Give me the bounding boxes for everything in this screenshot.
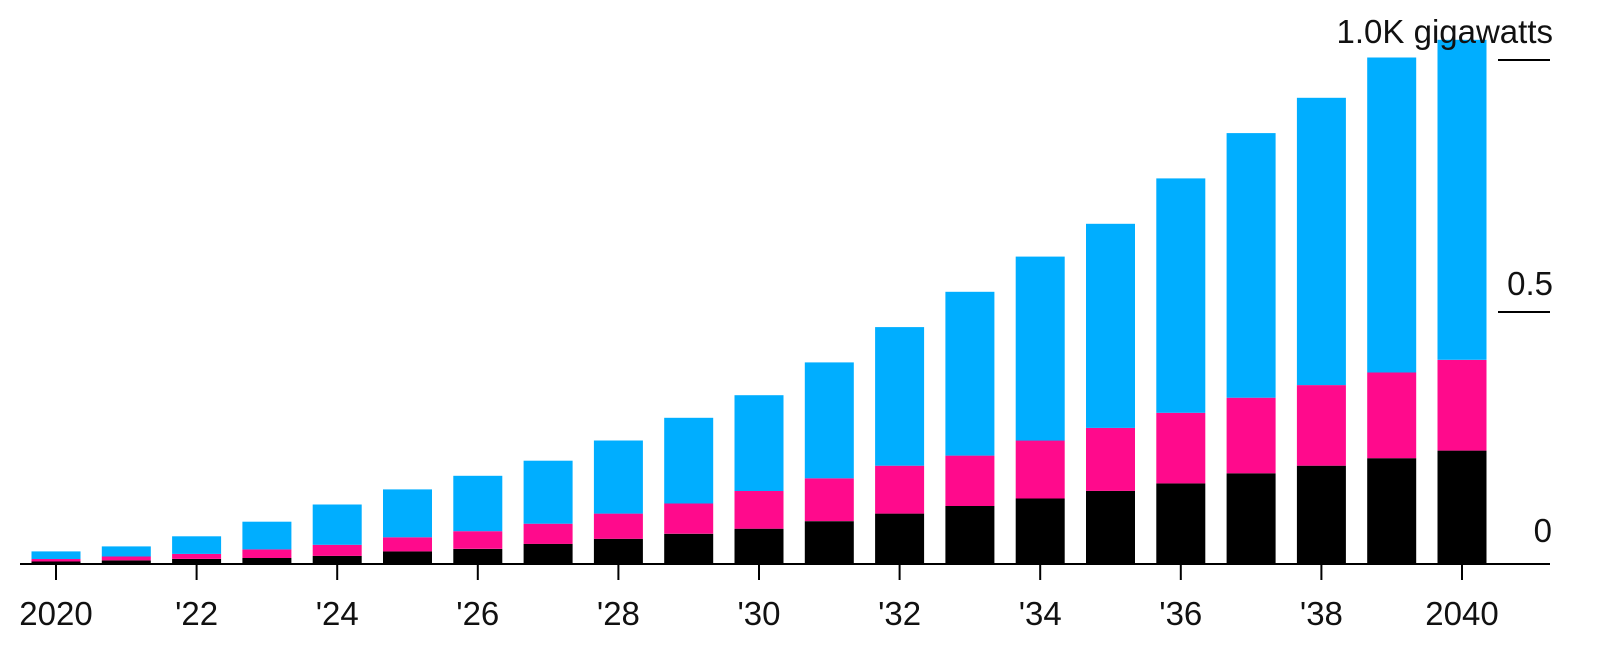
bar-2033-series-3	[945, 291, 995, 456]
bar-2027-series-2	[523, 523, 573, 544]
bar-2036-series-3	[1156, 178, 1206, 413]
bar-2025-series-3	[383, 489, 432, 538]
bar-2035-series-2	[1086, 427, 1135, 491]
x-tick-label-2020: 2020	[19, 595, 92, 632]
bar-2021-series-3	[101, 546, 151, 557]
bar-2027-series-3	[523, 460, 573, 524]
bar-2038-series-3	[1296, 97, 1346, 386]
x-tick-label-2028: '28	[597, 595, 640, 632]
bar-2033-series-1	[945, 506, 995, 564]
bar-2039-series-1	[1367, 458, 1417, 564]
x-tick-label-2040: 2040	[1425, 595, 1498, 632]
bar-2020-series-1	[31, 561, 81, 564]
bar-2022-series-2	[172, 553, 222, 559]
bar-2031-series-2	[804, 478, 854, 522]
bar-2030-series-2	[734, 490, 784, 529]
bar-2036-series-2	[1156, 412, 1206, 484]
bar-2032-series-2	[875, 465, 925, 514]
y-tick-label-0: 0	[1534, 512, 1552, 549]
bar-2020-series-3	[31, 551, 81, 559]
bar-2024-series-2	[312, 544, 362, 556]
bar-2021-series-1	[101, 560, 151, 564]
bar-2028-series-1	[593, 538, 643, 564]
bar-2040-series-1	[1437, 450, 1487, 564]
bar-2037-series-1	[1226, 473, 1276, 564]
x-tick-label-2024: '24	[316, 595, 359, 632]
bar-2022-series-1	[172, 559, 222, 564]
bar-2040-series-2	[1437, 359, 1487, 451]
y-tick-label-500: 0.5	[1507, 265, 1553, 302]
bar-2020-series-2	[31, 559, 81, 562]
x-tick-label-2034: '34	[1019, 595, 1062, 632]
x-tick-label-2038: '38	[1300, 595, 1343, 632]
bar-2030-series-3	[734, 395, 784, 491]
bar-2040-series-3	[1437, 39, 1487, 360]
bar-2026-series-3	[453, 475, 503, 532]
x-tick-label-2030: '30	[737, 595, 780, 632]
bar-2028-series-2	[593, 513, 643, 539]
bar-2024-series-1	[312, 555, 362, 564]
bar-2029-series-3	[664, 417, 714, 504]
bar-2039-series-2	[1367, 372, 1417, 459]
bar-2024-series-3	[312, 504, 362, 545]
bar-2022-series-3	[172, 536, 222, 554]
bar-2032-series-1	[875, 513, 925, 564]
x-tick-label-2032: '32	[878, 595, 921, 632]
bar-2036-series-1	[1156, 483, 1206, 564]
bar-2032-series-3	[875, 327, 925, 466]
bar-2027-series-1	[523, 543, 573, 564]
bar-2030-series-1	[734, 528, 784, 564]
bar-2037-series-3	[1226, 133, 1276, 398]
bar-2034-series-2	[1015, 440, 1065, 499]
bar-2021-series-2	[101, 556, 151, 561]
y-tick-label-1000: 1.0K gigawatts	[1337, 13, 1553, 50]
bar-2023-series-1	[242, 558, 292, 564]
bar-2023-series-3	[242, 521, 292, 550]
bar-2023-series-2	[242, 549, 292, 558]
bar-2039-series-3	[1367, 57, 1417, 373]
bar-2038-series-1	[1296, 465, 1346, 564]
bar-2034-series-3	[1015, 256, 1065, 441]
bar-2025-series-1	[383, 551, 432, 564]
x-tick-label-2036: '36	[1159, 595, 1202, 632]
bar-2033-series-2	[945, 455, 995, 506]
bar-2035-series-3	[1086, 223, 1135, 428]
bar-2026-series-2	[453, 531, 503, 549]
bar-2026-series-1	[453, 548, 503, 564]
bar-2031-series-3	[804, 362, 854, 479]
bar-2025-series-2	[383, 537, 432, 552]
bar-2037-series-2	[1226, 397, 1276, 474]
bar-2029-series-2	[664, 503, 714, 534]
bar-2031-series-1	[804, 521, 854, 564]
bar-2029-series-1	[664, 533, 714, 564]
x-tick-label-2022: '22	[175, 595, 218, 632]
bar-2038-series-2	[1296, 385, 1346, 466]
bar-2028-series-3	[593, 440, 643, 514]
bar-2035-series-1	[1086, 490, 1135, 564]
bar-2034-series-1	[1015, 498, 1065, 564]
x-tick-label-2026: '26	[456, 595, 499, 632]
